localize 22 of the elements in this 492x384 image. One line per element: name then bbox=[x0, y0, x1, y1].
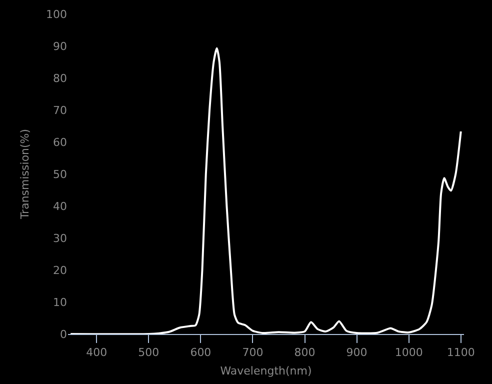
x-tick-label: 500 bbox=[138, 346, 160, 360]
x-tick-label: 800 bbox=[294, 346, 316, 360]
y-tick-label: 40 bbox=[53, 200, 67, 213]
x-axis-title: Wavelength(nm) bbox=[220, 364, 312, 378]
y-tick-label: 70 bbox=[53, 104, 67, 117]
y-tick-label: 80 bbox=[53, 72, 67, 85]
y-tick-label: 100 bbox=[46, 8, 67, 21]
x-tick-label: 400 bbox=[86, 346, 108, 360]
y-tick-label: 90 bbox=[53, 40, 67, 53]
y-tick-label: 10 bbox=[53, 296, 67, 309]
line-series bbox=[70, 47, 462, 334]
y-tick-label: 0 bbox=[60, 328, 67, 341]
y-axis-title: Transmission(%) bbox=[18, 128, 32, 220]
x-tick-label: 600 bbox=[190, 346, 212, 360]
y-tick-label: 60 bbox=[53, 136, 67, 149]
y-tick-label: 50 bbox=[53, 168, 67, 181]
x-tick-label: 900 bbox=[346, 346, 368, 360]
x-tick-label: 1100 bbox=[446, 346, 475, 360]
y-tick-label: 30 bbox=[53, 232, 67, 245]
y-tick-label: 20 bbox=[53, 264, 67, 277]
x-tick-label: 700 bbox=[242, 346, 264, 360]
x-tick-label: 1000 bbox=[394, 346, 423, 360]
